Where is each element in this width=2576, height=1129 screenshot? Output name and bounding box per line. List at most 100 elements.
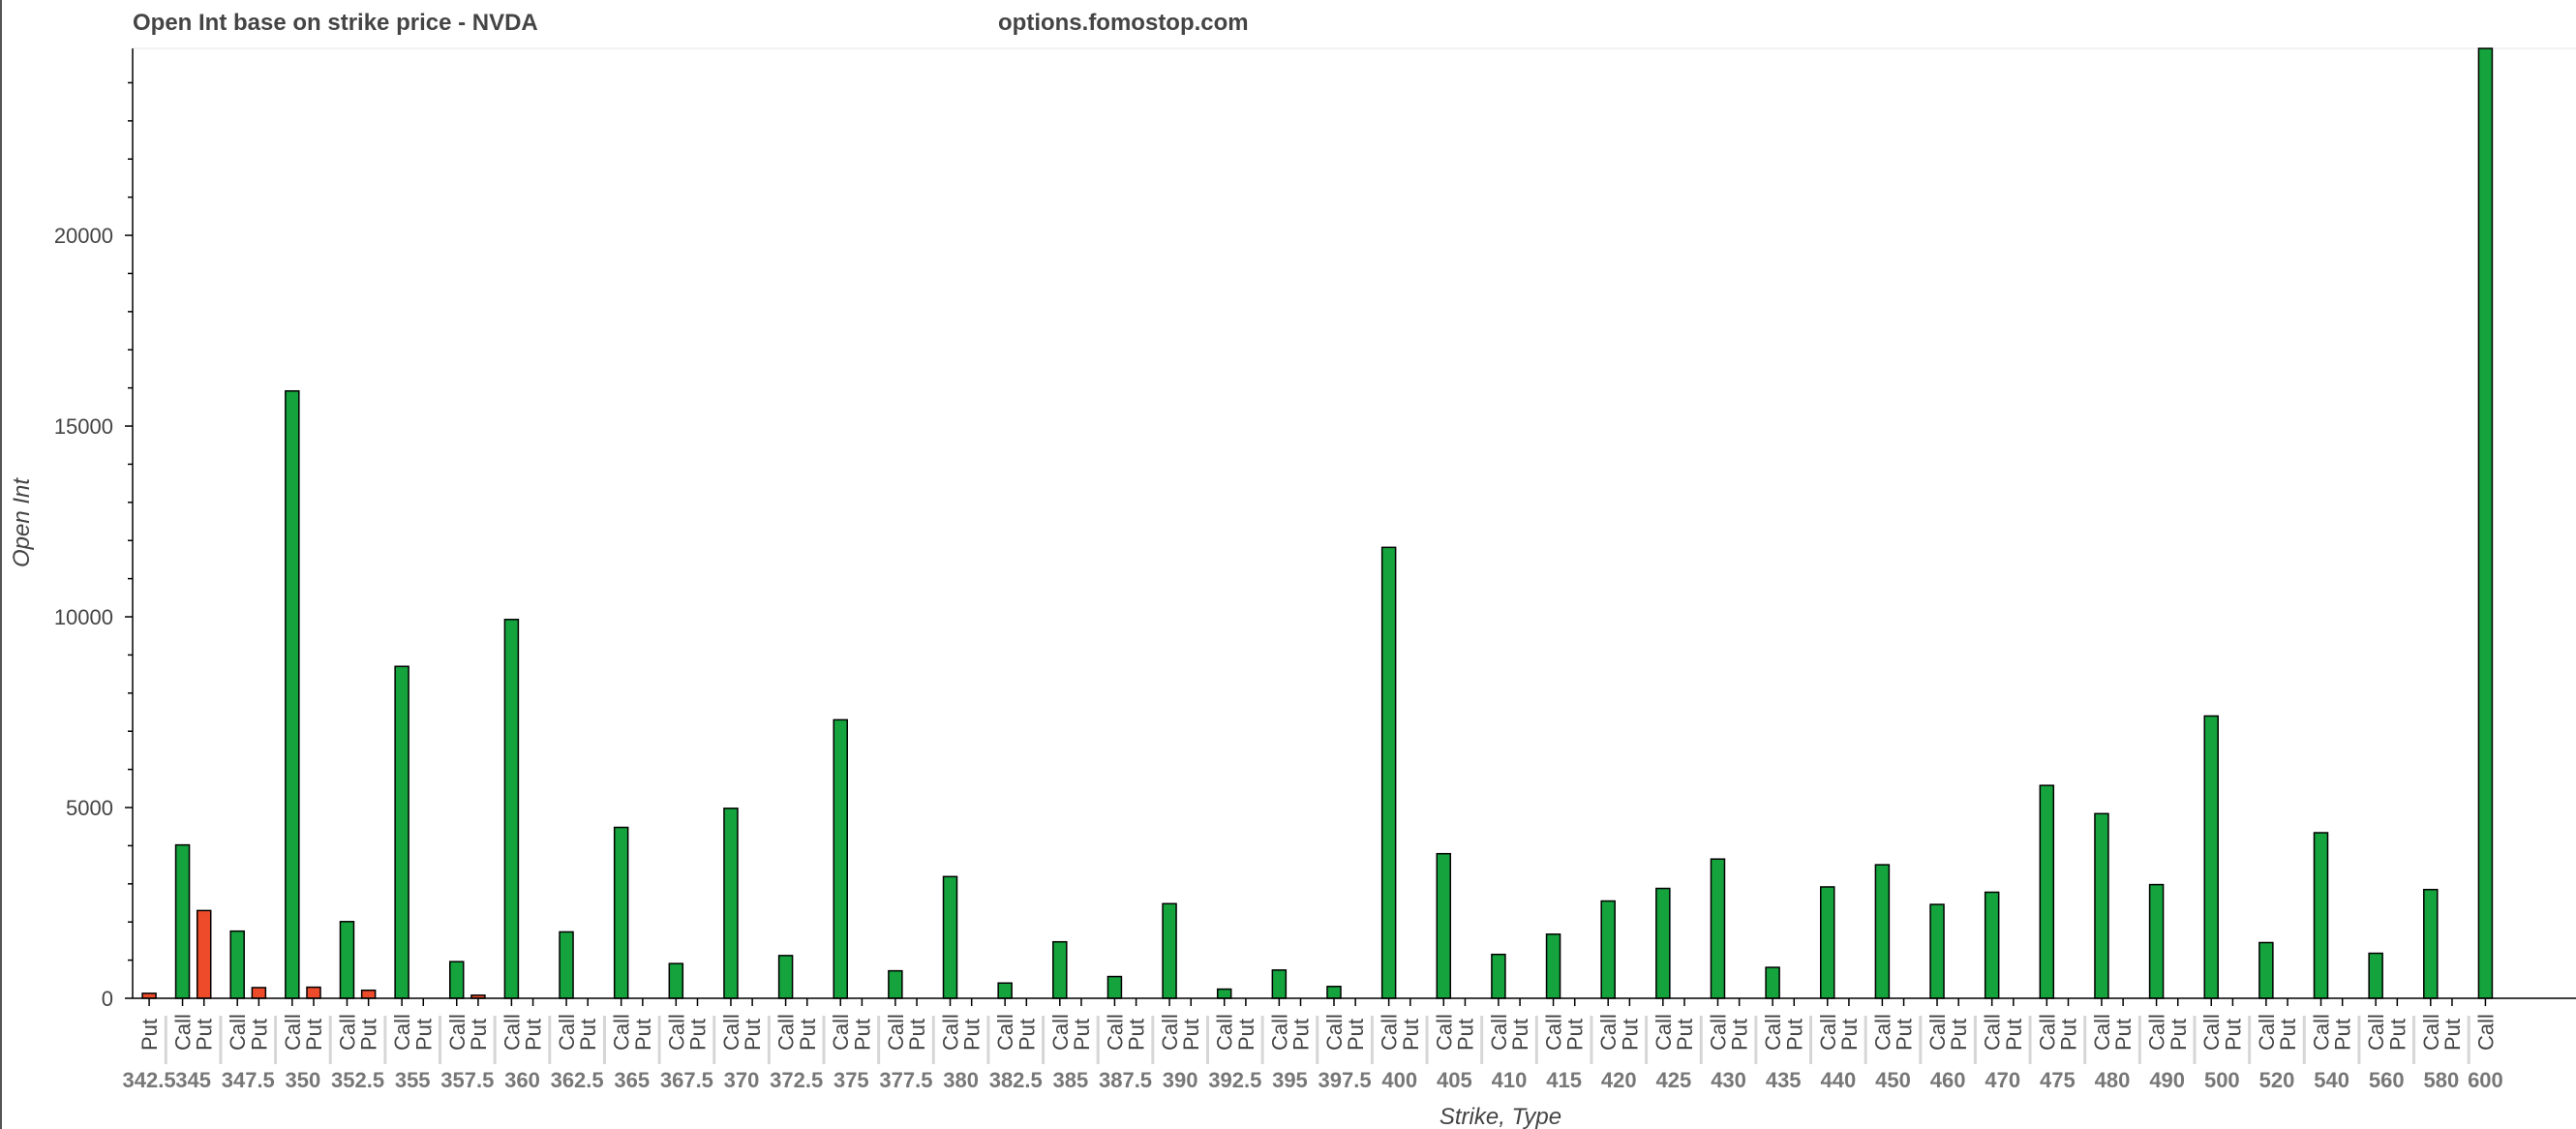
- strike-label: 370: [724, 1068, 760, 1092]
- call-bar-405: [1436, 852, 1452, 999]
- type-label: Put: [2002, 1019, 2026, 1051]
- type-label: Call: [1870, 1014, 1894, 1051]
- strike-label: 387.5: [1099, 1068, 1152, 1092]
- strike-label: 397.5: [1318, 1068, 1372, 1092]
- type-label: Call: [2419, 1014, 2443, 1051]
- strike-label: 362.5: [551, 1068, 604, 1092]
- type-label: Put: [2331, 1019, 2355, 1051]
- strike-label: 460: [1930, 1068, 1966, 1092]
- type-label: Put: [1234, 1019, 1258, 1051]
- type-label: Put: [1618, 1019, 1642, 1051]
- strike-label: 440: [1820, 1068, 1856, 1092]
- strike-label: 600: [2468, 1068, 2503, 1092]
- type-label: Put: [2276, 1019, 2300, 1051]
- strike-label: 347.5: [222, 1068, 275, 1092]
- call-bar-420: [1600, 900, 1616, 999]
- type-label: Put: [1893, 1019, 1917, 1051]
- type-label: Put: [1344, 1019, 1368, 1051]
- y-tick-label: 5000: [66, 796, 113, 820]
- call-bar-430: [1710, 858, 1726, 999]
- call-bar-520: [2258, 941, 2274, 999]
- y-axis-label: Open Int: [9, 477, 35, 567]
- type-label: Put: [905, 1019, 929, 1051]
- type-label: Put: [741, 1019, 765, 1051]
- call-bar-372.5: [777, 955, 794, 999]
- type-label: Put: [576, 1019, 600, 1051]
- type-label: Put: [467, 1019, 491, 1051]
- strike-label: 420: [1601, 1068, 1637, 1092]
- call-bar-375: [833, 718, 848, 999]
- strike-label: 342.5: [123, 1068, 176, 1092]
- type-label: Put: [1947, 1019, 1971, 1051]
- call-bar-385: [1052, 940, 1068, 999]
- call-bar-580: [2423, 888, 2439, 999]
- type-label: Call: [171, 1014, 196, 1051]
- type-label: Put: [193, 1019, 217, 1051]
- strike-label: 415: [1546, 1068, 1582, 1092]
- strike-label: 520: [2259, 1068, 2295, 1092]
- strike-label: 540: [2314, 1068, 2349, 1092]
- strike-label: 355: [395, 1068, 431, 1092]
- y-axis: 0 5000 10000 15000 20000: [54, 48, 134, 1011]
- strike-label: 580: [2424, 1068, 2460, 1092]
- y-tick-label: 15000: [54, 414, 113, 439]
- strike-label: 400: [1381, 1068, 1417, 1092]
- call-bar-367.5: [668, 962, 684, 999]
- call-bar-435: [1765, 966, 1780, 999]
- call-bar-450: [1874, 864, 1891, 999]
- type-label: Put: [1070, 1019, 1094, 1051]
- y-tick-label: 10000: [54, 605, 113, 629]
- call-bar-382.5: [997, 982, 1013, 999]
- type-label: Call: [1213, 1014, 1237, 1051]
- call-bar-460: [1929, 903, 1945, 999]
- strike-label: 392.5: [1208, 1068, 1261, 1092]
- chart-title: Open Int base on strike price - NVDA: [133, 10, 538, 36]
- strike-label: 380: [943, 1068, 979, 1092]
- type-label: Put: [302, 1019, 326, 1051]
- call-bar-347.5: [229, 930, 245, 999]
- type-label: Put: [1179, 1019, 1203, 1051]
- type-label: Put: [357, 1019, 381, 1051]
- type-label: Put: [796, 1019, 820, 1051]
- strike-label: 425: [1656, 1068, 1692, 1092]
- type-label: Put: [137, 1019, 162, 1051]
- call-bar-360: [503, 619, 520, 999]
- strike-label: 375: [833, 1068, 869, 1092]
- call-bar-415: [1545, 933, 1561, 999]
- type-label: Put: [522, 1019, 546, 1051]
- x-axis: Put342.5CallPut345CallPut347.5CallPut350…: [123, 997, 2576, 1092]
- strike-label: 360: [504, 1068, 540, 1092]
- put-bar-347.5: [251, 987, 267, 999]
- type-label: Put: [2111, 1019, 2136, 1051]
- strike-label: 490: [2149, 1068, 2185, 1092]
- type-label: Put: [2385, 1019, 2409, 1051]
- type-label: Call: [390, 1014, 414, 1051]
- type-label: Put: [2167, 1019, 2191, 1051]
- type-label: Put: [631, 1019, 655, 1051]
- type-label: Put: [1289, 1019, 1314, 1051]
- type-label: Put: [411, 1019, 436, 1051]
- y-tick-label: 20000: [54, 224, 113, 248]
- type-label: Call: [884, 1014, 908, 1051]
- call-bar-470: [1984, 891, 2000, 999]
- type-label: Call: [2255, 1014, 2279, 1051]
- strike-label: 470: [1985, 1068, 2020, 1092]
- strike-label: 352.5: [331, 1068, 384, 1092]
- call-bar-392.5: [1216, 988, 1232, 999]
- type-label: Put: [247, 1019, 271, 1051]
- type-label: Put: [2056, 1019, 2080, 1051]
- type-label: Call: [719, 1014, 743, 1051]
- put-bar-345: [196, 909, 212, 999]
- strike-label: 395: [1272, 1068, 1308, 1092]
- call-bar-395: [1271, 969, 1288, 999]
- type-label: Put: [1728, 1019, 1752, 1051]
- type-label: Call: [445, 1014, 470, 1051]
- call-bar-380: [942, 875, 958, 999]
- type-label: Call: [610, 1014, 634, 1051]
- call-bar-410: [1491, 953, 1506, 999]
- left-border: [0, 0, 2, 1129]
- type-label: Put: [1563, 1019, 1588, 1051]
- type-label: Put: [2221, 1019, 2245, 1051]
- type-label: Call: [2199, 1014, 2224, 1051]
